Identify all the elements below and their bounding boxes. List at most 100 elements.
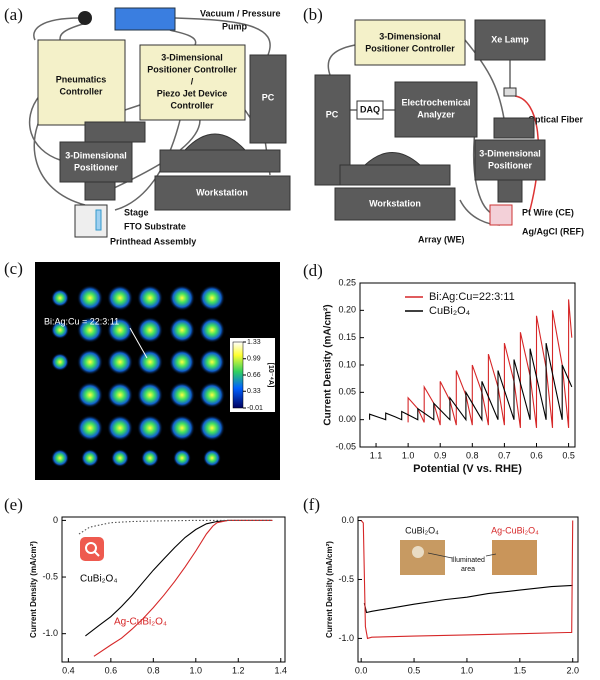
inset-label: area — [461, 566, 475, 573]
y-tick-label: -0.05 — [335, 441, 356, 451]
label: DAQ — [360, 104, 380, 114]
workstation-dome — [363, 152, 422, 166]
y-tick-label: -0.5 — [42, 571, 58, 581]
y-tick-label: 0 — [53, 515, 58, 525]
positioner-box — [474, 139, 546, 181]
x-tick-label: 0.9 — [434, 450, 447, 460]
spot — [137, 285, 163, 311]
label: Pneumatics — [56, 74, 107, 84]
icon-glyph — [85, 542, 97, 554]
spot — [199, 317, 225, 343]
colorbar-tick-label: 0.99 — [247, 356, 261, 363]
positioner-part — [84, 181, 116, 201]
illuminated-spot — [412, 546, 424, 558]
diagram-b: (b) 3-Dimensional Positioner Controller … — [303, 5, 584, 244]
x-tick-label: 1.4 — [274, 665, 287, 675]
label: Controller — [59, 86, 102, 96]
label: Workstation — [196, 187, 248, 197]
label: Piezo Jet Device — [157, 88, 228, 98]
x-tick-label: 0.8 — [147, 665, 160, 675]
controller-box — [139, 44, 246, 121]
connector — [78, 11, 92, 25]
pc-box — [249, 54, 287, 144]
inset-photo — [492, 540, 537, 575]
label: Controller — [170, 100, 213, 110]
panel-label: (a) — [4, 5, 23, 24]
series-line — [363, 584, 573, 614]
spot — [77, 285, 103, 311]
spot — [169, 382, 195, 408]
label: Pump — [222, 21, 248, 31]
x-tick-label: 0.5 — [408, 665, 421, 675]
spot — [141, 449, 159, 467]
spot — [137, 317, 163, 343]
panel-label: (c) — [4, 259, 23, 278]
cable — [327, 39, 511, 126]
label: 3-Dimensional — [161, 52, 223, 62]
spot — [77, 317, 103, 343]
daq-box — [356, 100, 384, 120]
workstation-box — [334, 187, 456, 221]
y-axis-label: Current Density (mA/cm²) — [325, 541, 334, 638]
positioner-box — [59, 141, 133, 183]
label: PC — [326, 109, 339, 119]
y-tick-label: 0.05 — [338, 387, 356, 397]
spot — [77, 349, 103, 375]
x-tick-label: 0.0 — [355, 665, 368, 675]
y-tick-label: 0.0 — [341, 515, 354, 525]
label: Stage — [124, 207, 149, 217]
label: Printhead Assembly — [110, 236, 196, 246]
lamp-box — [474, 19, 546, 61]
label: Array (WE) — [418, 234, 465, 244]
colorbar-tick-label: 0.33 — [247, 388, 261, 395]
spot — [137, 415, 163, 441]
workstation-top — [159, 149, 281, 173]
spot — [51, 449, 69, 467]
cell — [489, 204, 513, 226]
series-line — [93, 519, 273, 657]
series-line — [407, 299, 573, 428]
colorbar-tick-label: -0.01 — [247, 405, 263, 412]
spot — [137, 349, 163, 375]
panel-label: (e) — [4, 495, 23, 514]
spot — [199, 415, 225, 441]
y-tick-label: 0.15 — [338, 332, 356, 342]
x-tick-label: 0.7 — [498, 450, 511, 460]
spot — [173, 449, 191, 467]
y-tick-label: 0.25 — [338, 277, 356, 287]
spot — [51, 289, 69, 307]
spot — [169, 317, 195, 343]
spot — [77, 382, 103, 408]
spot — [107, 317, 133, 343]
analyzer-box — [394, 81, 478, 138]
x-axis-label: Time (h) — [451, 678, 486, 680]
x-tick-label: 1.2 — [232, 665, 245, 675]
label: Pt Wire (CE) — [522, 207, 574, 217]
inset-photo — [400, 540, 445, 575]
colorbar-tick-label: 0.66 — [247, 372, 261, 379]
spot — [51, 321, 69, 339]
positioner-part — [497, 179, 523, 203]
x-tick-label: 1.5 — [514, 665, 527, 675]
spot — [111, 449, 129, 467]
label: Positioner Controller — [365, 43, 455, 53]
colorbar-tick-label: 1.33 — [247, 339, 261, 346]
series-line — [369, 342, 573, 422]
spot — [199, 382, 225, 408]
x-tick-label: 0.8 — [466, 450, 479, 460]
x-axis-label: Potential (V vs. RHE) — [413, 463, 522, 475]
panel-label: (b) — [303, 5, 323, 24]
spot — [199, 349, 225, 375]
positioner-part — [84, 121, 146, 143]
label: Vacuum / Pressure — [200, 8, 281, 18]
label: Xe Lamp — [491, 34, 529, 44]
label: FTO Substrate — [124, 221, 186, 231]
icon — [80, 537, 104, 561]
y-tick-label: 0.00 — [338, 414, 356, 424]
label: 3-Dimensional — [479, 148, 541, 158]
printhead — [74, 204, 108, 238]
pneumatics-box — [37, 39, 126, 126]
inset-pointer — [427, 552, 497, 559]
label: Positioner — [74, 162, 119, 172]
label: / — [191, 76, 194, 86]
